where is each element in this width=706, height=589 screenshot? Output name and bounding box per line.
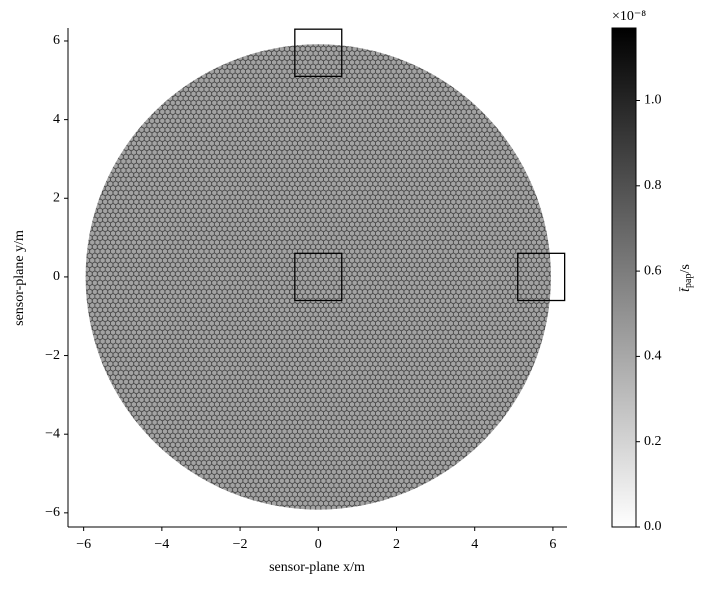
cb-sub: pap: [683, 274, 694, 288]
colorbar-offset: ×10⁻⁸: [612, 9, 646, 24]
x-tick-label: 6: [549, 537, 556, 552]
colorbar-label: t̄pap/s: [678, 264, 694, 292]
colorbar-tick-label: 0.2: [644, 434, 662, 449]
colorbar-tick-label: 0.8: [644, 178, 662, 193]
zoom-box: [294, 28, 343, 78]
zoom-box: [294, 252, 343, 302]
x-axis-label: sensor-plane x/m: [269, 560, 365, 575]
colorbar-tick-label: 0.6: [644, 263, 662, 278]
x-tick-label: −2: [233, 537, 248, 552]
colorbar-tick-label: 1.0: [644, 93, 662, 108]
y-tick-label: 4: [53, 112, 60, 127]
x-tick-label: 4: [471, 537, 478, 552]
x-tick-label: −6: [76, 537, 91, 552]
y-tick-label: 2: [53, 190, 60, 205]
y-tick-label: −4: [45, 426, 60, 441]
y-tick-label: 6: [53, 33, 60, 48]
colorbar-tick-label: 0.0: [644, 519, 662, 534]
y-axis-label: sensor-plane y/m: [12, 230, 27, 326]
cb-symbol: t̄: [678, 286, 693, 292]
x-tick-label: 0: [315, 537, 322, 552]
x-tick-label: 2: [393, 537, 400, 552]
sensor-disk: [85, 44, 551, 510]
y-tick-label: −6: [45, 505, 60, 520]
colorbar-tick-label: 0.4: [644, 349, 662, 364]
y-tick-label: 0: [53, 269, 60, 284]
zoom-box: [517, 252, 566, 302]
y-tick-label: −2: [45, 348, 60, 363]
cb-unit: /s: [678, 264, 693, 273]
x-tick-label: −4: [154, 537, 169, 552]
colorbar: [611, 27, 637, 528]
